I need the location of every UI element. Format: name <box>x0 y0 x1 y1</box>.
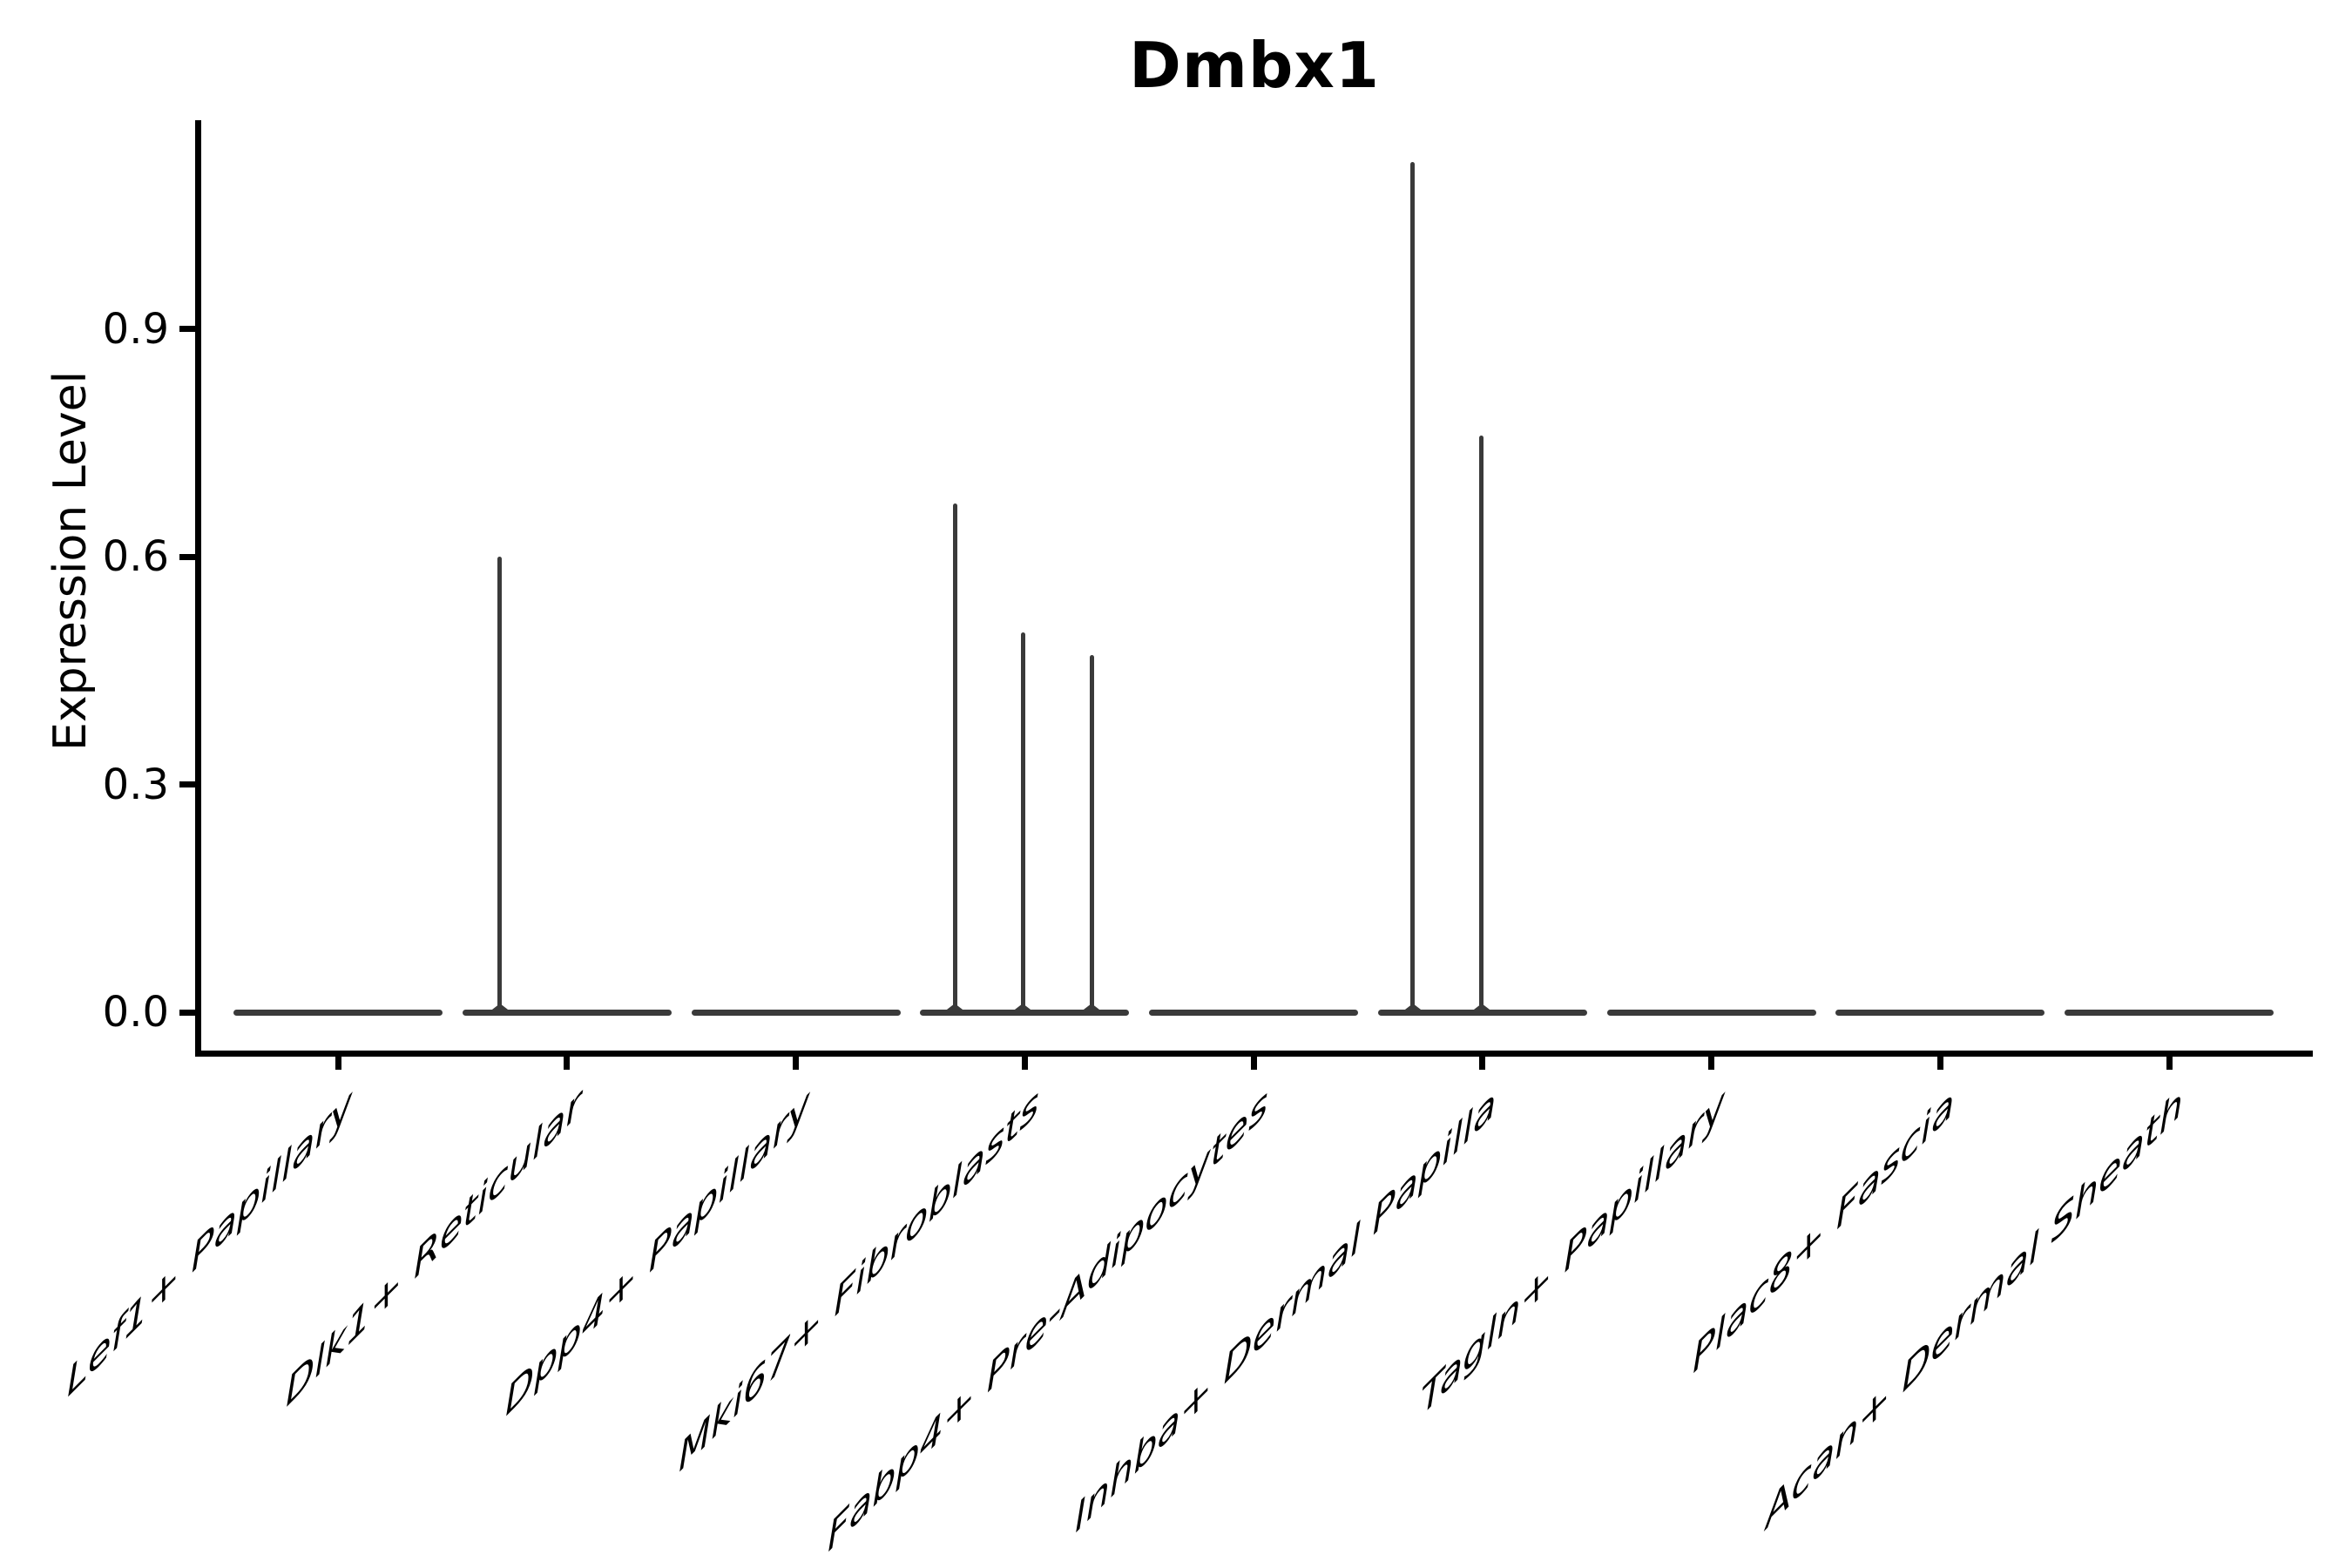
y-axis-spine <box>195 120 201 1057</box>
x-tick <box>1021 1057 1028 1070</box>
spike-foot <box>1401 1004 1424 1012</box>
violin-spike <box>1089 655 1094 1012</box>
violin-spike <box>1020 632 1025 1012</box>
violin-base <box>1377 1010 1587 1016</box>
violin-base <box>691 1010 901 1016</box>
spike-foot <box>943 1004 967 1012</box>
y-tick-label: 0.3 <box>102 760 169 809</box>
violin-base <box>1149 1010 1358 1016</box>
x-tick-label: Plac8+ Fascia <box>1692 1078 1955 1384</box>
x-tick <box>335 1057 341 1070</box>
x-tick <box>1479 1057 1486 1070</box>
x-tick <box>2166 1057 2173 1070</box>
violin-base <box>920 1010 1130 1016</box>
x-tick <box>793 1057 799 1070</box>
x-tick <box>1708 1057 1714 1070</box>
x-tick <box>1250 1057 1257 1070</box>
x-tick-label: Mki67+ Fibroblasts <box>678 1078 1039 1483</box>
violin-spike <box>1479 435 1484 1012</box>
x-axis-spine <box>195 1051 2313 1057</box>
x-tick-label: Acan+ Dermal Sheath <box>1766 1078 2183 1539</box>
x-tick-label: Inhba+ Dermal Papilla <box>1075 1078 1497 1544</box>
spike-foot <box>488 1004 511 1012</box>
violin-spike <box>952 504 957 1012</box>
y-tick <box>179 781 195 788</box>
y-tick-label: 0.6 <box>102 532 169 582</box>
violin-base <box>2065 1010 2274 1016</box>
x-tick-label: Fabp4+ Pre-Adipocytes <box>827 1078 1267 1563</box>
violin-base <box>1835 1010 2045 1016</box>
y-tick-label: 0.0 <box>102 988 169 1037</box>
y-tick <box>179 1009 195 1016</box>
spike-foot <box>1011 1004 1035 1012</box>
spike-foot <box>1470 1004 1493 1012</box>
chart-title: Dmbx1 <box>1129 29 1380 102</box>
spike-foot <box>1080 1004 1104 1012</box>
y-tick <box>179 553 195 560</box>
violin-base <box>462 1010 672 1016</box>
x-tick <box>564 1057 571 1070</box>
y-tick-label: 0.9 <box>102 304 169 354</box>
violin-base <box>233 1010 443 1016</box>
y-tick <box>179 326 195 333</box>
x-tick <box>1936 1057 1943 1070</box>
violin-spike <box>1410 161 1416 1012</box>
violin-spike <box>497 557 503 1012</box>
violin-base <box>1606 1010 1816 1016</box>
